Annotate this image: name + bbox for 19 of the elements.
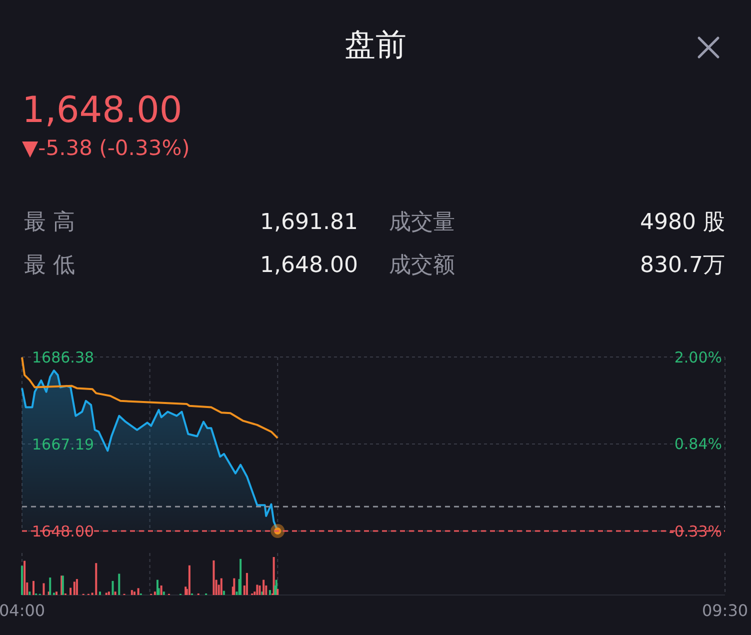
text: 成交额 (389, 253, 455, 278)
text: 1,691.81 (260, 210, 358, 235)
chart-title: 盘前 (344, 27, 406, 63)
y2-tick-label: -0.33% (668, 522, 722, 540)
y-tick-label: 1667.19 (32, 435, 94, 454)
y-tick-label: 1686.38 (32, 348, 94, 366)
y2-tick-label: 2.00% (674, 348, 722, 366)
x-tick-label: 09:30 (702, 601, 748, 620)
text: 1,648.00 (260, 253, 358, 278)
text: 4980 股 (640, 210, 725, 235)
text: 1,648.00 (22, 90, 182, 131)
text: 830.7万 (640, 253, 725, 278)
text: 成交量 (389, 210, 455, 235)
y2-tick-label: 0.84% (674, 434, 722, 453)
text: 最 高 (24, 210, 75, 235)
y-tick-label: 1648.00 (32, 522, 94, 540)
text: 最 低 (24, 253, 75, 278)
x-tick-label: 04:00 (0, 601, 46, 620)
text: ▼-5.38 (-0.33%) (22, 136, 190, 160)
